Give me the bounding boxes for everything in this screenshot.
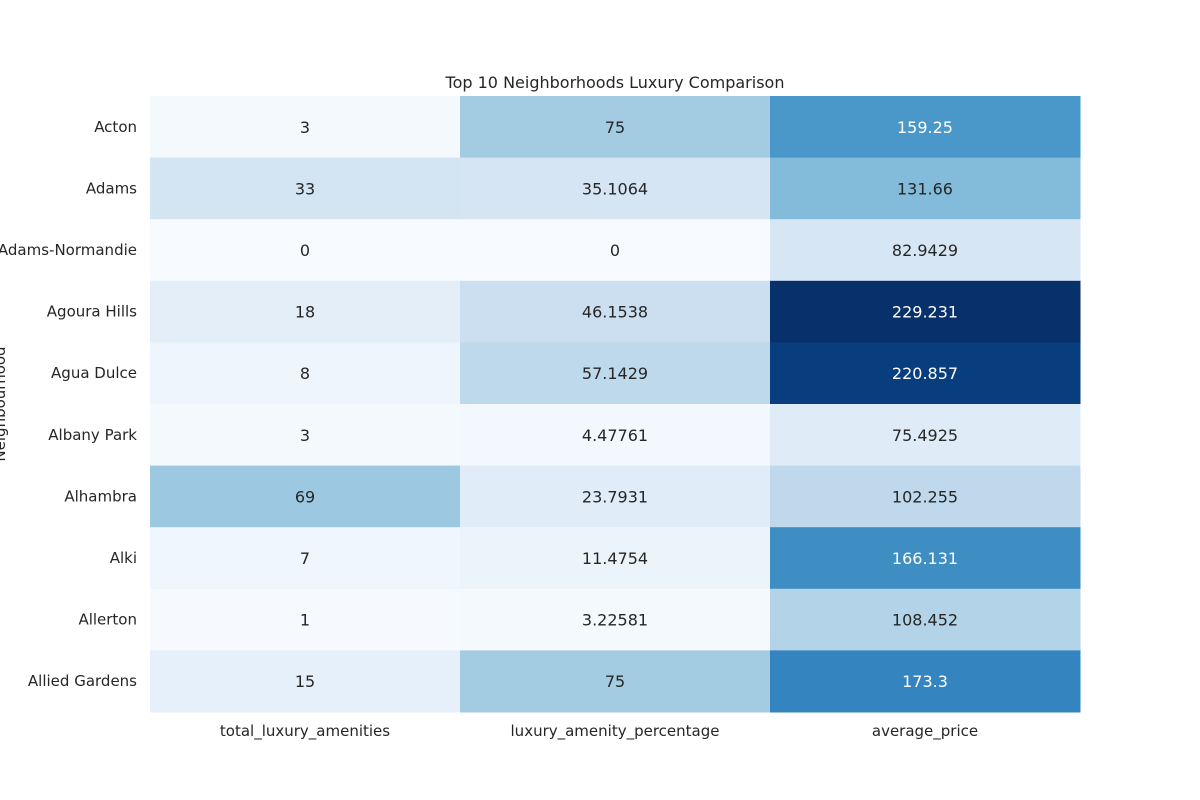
cell-value-label: 69 [295,487,315,506]
cell-value-label: 46.1538 [582,303,648,322]
row-tick-label: Albany Park [48,426,137,444]
cell-value-label: 8 [300,364,310,383]
cell-value-label: 15 [295,672,315,691]
heatmap-cell [150,219,461,282]
row-tick-labels: Acton Adams Adams-Normandie Agoura Hills Agu… [0,118,137,690]
cell-value-label: 0 [610,241,620,260]
row-tick-label: Adams [86,179,137,197]
row-tick-label: Agua Dulce [51,364,137,382]
y-axis-label: Neighbourhood [0,346,9,461]
heatmap-cell [460,96,771,159]
cell-value-label: 82.9429 [892,241,958,260]
column-tick-label: total_luxury_amenities [220,722,390,741]
cell-value-label: 229.231 [892,303,958,322]
heatmap-cell [460,219,771,282]
cell-value-label: 35.1064 [582,179,648,198]
row-tick-label: Agoura Hills [47,303,137,321]
row-tick-label: Adams-Normandie [0,241,137,259]
heatmap-cell [150,404,461,467]
cell-value-label: 18 [295,303,315,322]
heatmap-cell [150,280,461,343]
column-tick-label: luxury_amenity_percentage [511,722,720,741]
cell-value-label: 0 [300,241,310,260]
row-tick-label: Allerton [78,611,137,629]
heatmap-cell [770,219,1081,282]
heatmap-cell [460,157,771,220]
row-tick-label: Allied Gardens [28,672,137,690]
cell-value-label: 220.857 [892,364,958,383]
chart-title: Top 10 Neighborhoods Luxury Comparison [445,73,785,92]
heatmap-cell [150,527,461,590]
heatmap-cell [150,342,461,405]
heatmap-cell [460,465,771,528]
cell-value-label: 33 [295,179,315,198]
heatmap-cell [150,650,461,713]
cell-value-label: 3.22581 [582,611,648,630]
heatmap-cell [460,404,771,467]
heatmap-cell [770,342,1081,405]
cell-value-label: 75 [605,118,625,137]
cell-value-label: 57.1429 [582,364,648,383]
heatmap-cell [150,465,461,528]
column-tick-labels: total_luxury_amenities luxury_amenity_per… [220,722,978,741]
heatmap-cell [770,465,1081,528]
row-tick-label: Acton [94,118,137,136]
cell-value-label: 75.4925 [892,426,958,445]
cell-value-label: 166.131 [892,549,958,568]
cell-value-label: 7 [300,549,310,568]
heatmap-cell [460,280,771,343]
heatmap-cell [770,650,1081,713]
cell-value-label: 23.7931 [582,487,648,506]
heatmap-cell [770,527,1081,590]
cell-value-label: 102.255 [892,487,958,506]
row-tick-label: Alhambra [64,487,137,505]
column-tick-label: average_price [872,722,978,741]
cell-value-label: 159.25 [897,118,953,137]
cell-value-label: 4.47761 [582,426,648,445]
cell-value-label: 75 [605,672,625,691]
heatmap-cell [150,588,461,651]
heatmap-cell [150,157,461,220]
cell-value-label: 108.452 [892,611,958,630]
heatmap-cell [460,588,771,651]
heatmap-cell [770,157,1081,220]
row-tick-label: Alki [110,549,137,567]
cell-value-label: 173.3 [902,672,948,691]
heatmap-cell [460,527,771,590]
cell-value-label: 3 [300,426,310,445]
heatmap-cells [150,96,1081,713]
cell-value-label: 1 [300,611,310,630]
heatmap-cell-labels: 333018836971157535.1064046.153857.14294.… [295,118,958,691]
heatmap-cell [770,96,1081,159]
heatmap-cell [150,96,461,159]
cell-value-label: 11.4754 [582,549,648,568]
heatmap-cell [460,342,771,405]
heatmap-cell [770,280,1081,343]
heatmap-cell [770,404,1081,467]
cell-value-label: 131.66 [897,179,953,198]
cell-value-label: 3 [300,118,310,137]
heatmap-cell [460,650,771,713]
heatmap-cell [770,588,1081,651]
